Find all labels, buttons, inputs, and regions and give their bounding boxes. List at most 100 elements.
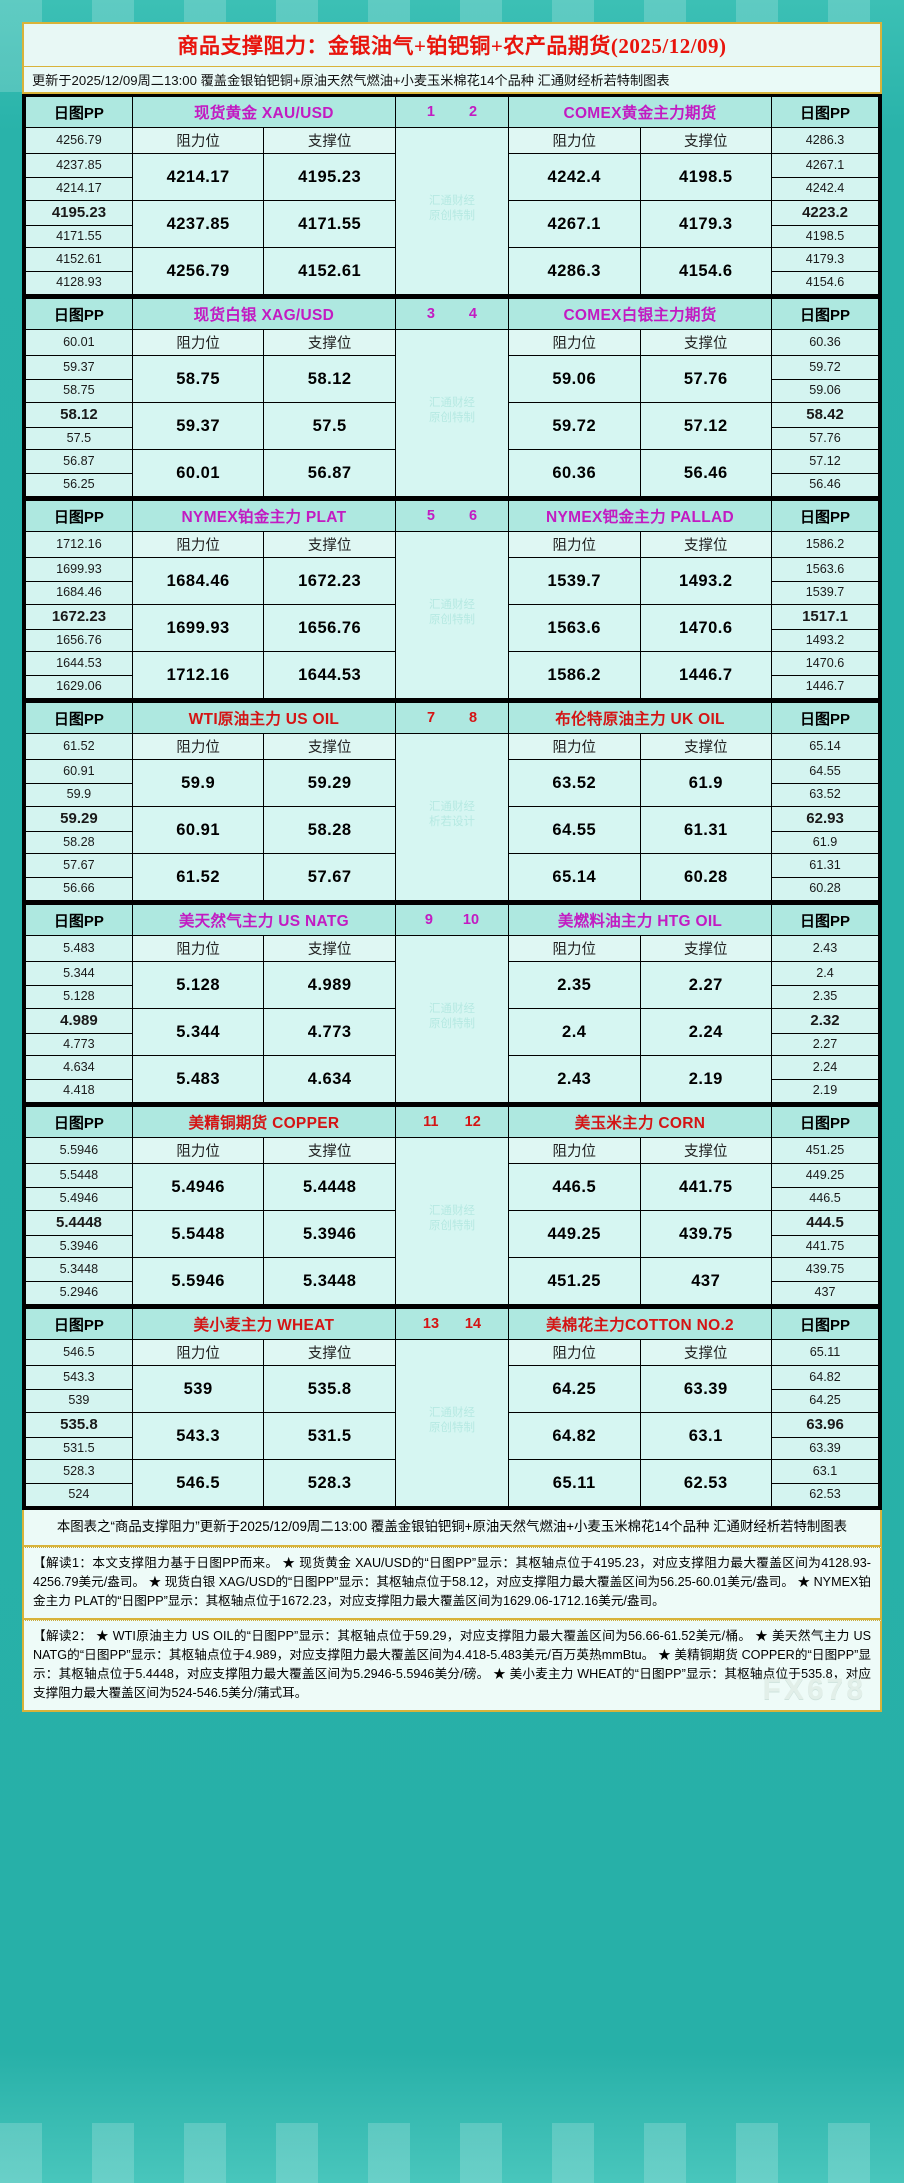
instrument-name-right[interactable]: COMEX白银主力期货 bbox=[507, 298, 773, 331]
support-header-left: 支撑位 bbox=[263, 1339, 396, 1367]
pivot-level-value: 61.52 bbox=[63, 739, 95, 754]
support-value-left: 5.3946 bbox=[263, 1210, 396, 1259]
instrument-name-right[interactable]: 美玉米主力 CORN bbox=[507, 1106, 773, 1139]
pivot-level-value: 4.773 bbox=[63, 1037, 95, 1052]
pivot-level-cell-left: 5.3946 bbox=[25, 1235, 133, 1259]
pivot-level-cell-left: 57.67 bbox=[25, 853, 133, 878]
support-header-left: 支撑位 bbox=[263, 531, 396, 559]
block-index-right: 8 bbox=[468, 710, 478, 727]
pivot-level-cell-left: 5.5448 bbox=[25, 1163, 133, 1188]
pivot-level-cell-right: 63.1 bbox=[771, 1459, 879, 1484]
instrument-name-left[interactable]: NYMEX铂金主力 PLAT bbox=[131, 500, 396, 533]
resistance-value-left: 5.344 bbox=[131, 1008, 265, 1057]
pivot-level-cell-left: 4152.61 bbox=[25, 247, 133, 272]
support-value-right: 63.1 bbox=[639, 1412, 773, 1461]
instrument-block: 日图PP 美小麦主力 WHEAT 13 14 美棉花主力COTTON NO.2 日图PP 5… bbox=[25, 1308, 879, 1508]
instrument-name-right[interactable]: 布伦特原油主力 UK OIL bbox=[508, 702, 773, 735]
brand-watermark: FX678 bbox=[762, 1672, 866, 1706]
support-value-right: 62.53 bbox=[639, 1459, 773, 1508]
pivot-level-value: 63.96 bbox=[806, 1416, 844, 1434]
instrument-name-right[interactable]: NYMEX钯金主力 PALLAD bbox=[507, 500, 773, 533]
value-row: 4237.85 4214.17 4195.23 4242.4 4198.5 4267.1 bbox=[25, 153, 879, 202]
block-header-row: 日图PP 美小麦主力 WHEAT 13 14 美棉花主力COTTON NO.2 日图PP bbox=[25, 1308, 879, 1341]
middle-spacer-cell: 汇通财经 原创特制 bbox=[394, 531, 509, 700]
resistance-value-left: 5.5946 bbox=[131, 1257, 265, 1306]
resistance-header-right: 阻力位 bbox=[507, 1339, 641, 1367]
pivot-level-cell-right: 446.5 bbox=[771, 1186, 879, 1212]
sub-header-row: 1712.16 阻力位 支撑位 汇通财经 原创特制 阻力位 支撑位 1586.2 bbox=[25, 531, 879, 700]
pivot-level-cell-left: 1699.93 bbox=[25, 557, 133, 582]
block-index-right: 6 bbox=[468, 508, 478, 525]
sub-header-row: 61.52 阻力位 支撑位 汇通财经 析若设计 阻力位 支撑位 65.14 bbox=[25, 733, 879, 902]
block-index-left: 9 bbox=[424, 912, 433, 929]
pivot-level-value: 1539.7 bbox=[805, 585, 845, 600]
watermark-line-2: 原创特制 bbox=[428, 210, 475, 223]
value-row-continuation: 4171.55 4198.5 bbox=[25, 225, 879, 249]
resistance-value-right: 4267.1 bbox=[507, 200, 641, 249]
pivot-level-value: 4242.4 bbox=[805, 181, 845, 196]
block-header-row: 日图PP 美精铜期货 COPPER 11 12 美玉米主力 CORN 日图PP bbox=[25, 1106, 879, 1139]
middle-spacer-cell: 汇通财经 原创特制 bbox=[394, 1137, 509, 1306]
pivot-level-cell-right: 4198.5 bbox=[771, 225, 879, 249]
instrument-name-left[interactable]: 美小麦主力 WHEAT bbox=[131, 1308, 396, 1341]
watermark-line-1: 汇通财经 bbox=[428, 194, 475, 207]
pivot-level-cell-left: 535.8 bbox=[25, 1412, 133, 1439]
pp-label-right: 日图PP bbox=[771, 904, 879, 937]
pivot-level-value: 1712.16 bbox=[56, 537, 102, 552]
resistance-value-left: 5.483 bbox=[131, 1055, 265, 1104]
pp-label-right: 日图PP bbox=[771, 1106, 879, 1139]
instrument-name-left[interactable]: 美精铜期货 COPPER bbox=[131, 1106, 396, 1139]
block-header-row: 日图PP 现货白银 XAG/USD 3 4 COMEX白银主力期货 日图PP bbox=[25, 298, 879, 331]
report-subtitle: 更新于2025/12/09周二13:00 覆盖金银铂钯铜+原油天然气燃油+小麦玉… bbox=[22, 66, 882, 95]
instrument-name-left[interactable]: 现货白银 XAG/USD bbox=[131, 298, 396, 331]
pivot-level-cell-left: 1629.06 bbox=[25, 674, 133, 700]
pp-label-left: 日图PP bbox=[25, 904, 133, 937]
pivot-level-value: 58.28 bbox=[63, 835, 95, 850]
pivot-level-value: 59.9 bbox=[66, 787, 92, 802]
pivot-level-cell-right: 1493.2 bbox=[771, 629, 879, 653]
value-row-continuation: 56.66 60.28 bbox=[25, 876, 879, 902]
pivot-level-value: 57.12 bbox=[809, 453, 841, 468]
instrument-name-left[interactable]: WTI原油主力 US OIL bbox=[131, 702, 396, 735]
value-row-continuation: 4214.17 4242.4 bbox=[25, 176, 879, 202]
pivot-level-value: 58.12 bbox=[60, 406, 98, 424]
pivot-level-value: 4128.93 bbox=[56, 275, 102, 290]
pivot-level-value: 1629.06 bbox=[56, 679, 102, 694]
footer-explain-2: 【解读2： ★ WTI原油主力 US OIL的“日图PP”显示：其枢轴点位于59… bbox=[22, 1620, 882, 1712]
instrument-name-right[interactable]: COMEX黄金主力期货 bbox=[507, 96, 773, 129]
block-index-right: 12 bbox=[464, 1114, 481, 1131]
watermark-line-2: 原创特制 bbox=[428, 1018, 475, 1031]
value-row: 58.12 59.37 57.5 59.72 57.12 58.42 bbox=[25, 402, 879, 451]
instrument-block: 日图PP 美精铜期货 COPPER 11 12 美玉米主力 CORN 日图PP 5.5946… bbox=[25, 1106, 879, 1306]
support-value-left: 1672.23 bbox=[263, 557, 396, 606]
pivot-level-value: 59.29 bbox=[60, 810, 98, 828]
pivot-level-cell-left: 4.418 bbox=[25, 1078, 133, 1104]
pivot-level-cell-right: 2.27 bbox=[771, 1033, 879, 1057]
pp-label-left: 日图PP bbox=[25, 500, 133, 533]
pivot-level-cell-right: 64.82 bbox=[771, 1365, 879, 1390]
instrument-name-right[interactable]: 美燃料油主力 HTG OIL bbox=[507, 904, 773, 937]
pivot-level-value: 546.5 bbox=[63, 1345, 95, 1360]
block-index-right: 14 bbox=[464, 1316, 482, 1333]
support-value-right: 439.75 bbox=[639, 1210, 773, 1259]
pivot-level-value: 57.67 bbox=[63, 857, 95, 872]
resistance-value-right: 63.52 bbox=[508, 759, 641, 808]
pivot-level-cell-left: 60.91 bbox=[25, 759, 133, 784]
resistance-value-right: 4286.3 bbox=[507, 247, 641, 296]
instrument-name-right[interactable]: 美棉花主力COTTON NO.2 bbox=[507, 1308, 773, 1341]
instrument-name-left[interactable]: 现货黄金 XAU/USD bbox=[131, 96, 396, 129]
instrument-name-left[interactable]: 美天然气主力 US NATG bbox=[131, 904, 396, 937]
resistance-value-left: 5.5448 bbox=[131, 1210, 265, 1259]
value-row-continuation: 539 64.25 bbox=[25, 1388, 879, 1414]
pivot-level-cell-left: 56.66 bbox=[25, 876, 133, 902]
pivot-level-value: 4198.5 bbox=[805, 229, 845, 244]
block-header-row: 日图PP NYMEX铂金主力 PLAT 5 6 NYMEX钯金主力 PALLAD 日图PP bbox=[25, 500, 879, 533]
pivot-level-value: 1699.93 bbox=[56, 561, 102, 576]
value-row-continuation: 56.25 56.46 bbox=[25, 472, 879, 498]
pivot-levels-left-top: 5.5946 bbox=[25, 1137, 133, 1165]
pivot-level-cell-left: 4214.17 bbox=[25, 176, 133, 202]
pivot-level-cell-left: 1644.53 bbox=[25, 651, 133, 676]
value-row-continuation: 5.128 2.35 bbox=[25, 984, 879, 1010]
resistance-value-right: 1563.6 bbox=[507, 604, 641, 653]
block-index-cell: 9 10 bbox=[394, 904, 509, 937]
